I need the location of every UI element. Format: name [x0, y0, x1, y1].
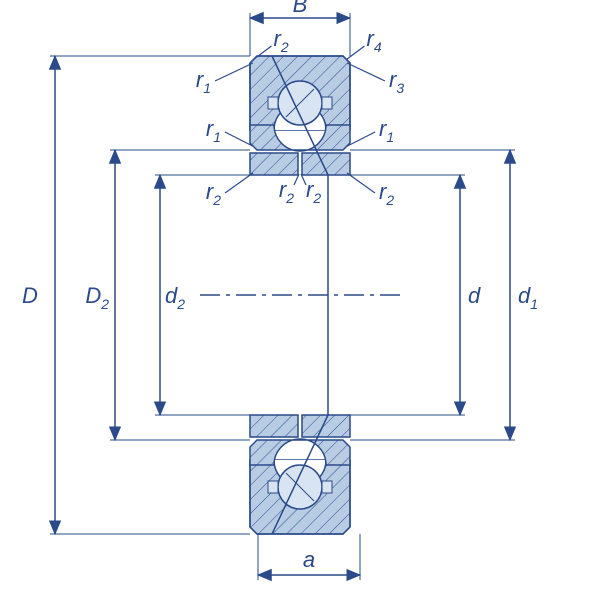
svg-text:r2: r2	[379, 179, 394, 208]
svg-text:r1: r1	[379, 116, 394, 145]
svg-text:D2: D2	[85, 283, 109, 312]
svg-text:d2: d2	[165, 283, 185, 312]
svg-text:r1: r1	[206, 116, 221, 145]
svg-text:r2: r2	[274, 26, 289, 55]
svg-text:r2: r2	[279, 177, 294, 206]
svg-text:d: d	[468, 283, 481, 308]
svg-text:r2: r2	[206, 179, 221, 208]
svg-text:a: a	[303, 547, 315, 572]
bearing-diagram: B D D2 d2 d d1 a r2 r4 r1 r3 r1 r1 r2 r2 r2 r2	[0, 0, 600, 600]
svg-text:r4: r4	[367, 26, 382, 55]
svg-text:r3: r3	[389, 67, 404, 96]
svg-text:D: D	[22, 283, 38, 308]
svg-text:d1: d1	[518, 283, 538, 312]
svg-text:r1: r1	[196, 67, 211, 96]
svg-text:B: B	[293, 0, 308, 17]
svg-text:r2: r2	[306, 177, 321, 206]
